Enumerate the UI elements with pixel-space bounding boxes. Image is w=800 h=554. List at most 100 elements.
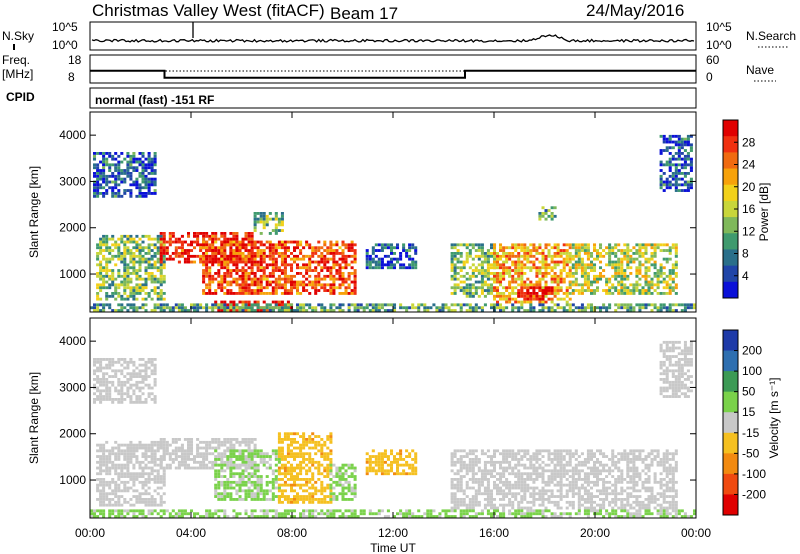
heatmap-cell — [144, 309, 148, 312]
heatmap-cell — [341, 489, 345, 493]
heatmap-cell — [544, 257, 548, 261]
heatmap-cell — [96, 152, 100, 155]
heatmap-cell — [383, 452, 387, 456]
heatmap-cell — [329, 243, 333, 247]
heatmap-cell — [586, 252, 590, 255]
heatmap-cell — [93, 392, 97, 396]
heatmap-cell — [402, 306, 406, 310]
heatmap-cell — [102, 157, 106, 161]
heatmap-cell — [644, 283, 648, 287]
heatmap-cell — [253, 463, 257, 467]
heatmap-cell — [117, 360, 121, 364]
heatmap-cell — [580, 303, 584, 307]
heatmap-cell — [314, 498, 318, 501]
heatmap-cell — [268, 498, 272, 501]
heatmap-cell — [108, 163, 112, 167]
heatmap-cell — [111, 277, 115, 281]
heatmap-cell — [214, 495, 218, 498]
heatmap-cell — [150, 360, 154, 364]
heatmap-cell — [499, 294, 503, 298]
heatmap-cell — [656, 243, 660, 247]
heatmap-cell — [141, 306, 145, 310]
heatmap-cell — [247, 272, 251, 275]
heatmap-cell — [235, 252, 239, 255]
heatmap-cell — [141, 466, 145, 470]
heatmap-cell — [117, 449, 121, 453]
heatmap-cell — [641, 254, 645, 258]
heatmap-cell — [135, 386, 139, 390]
heatmap-cell — [317, 466, 321, 470]
heatmap-cell — [541, 286, 545, 290]
heatmap-cell — [383, 254, 387, 258]
heatmap-cell — [126, 378, 130, 381]
heatmap-cell — [174, 237, 178, 241]
heatmap-cell — [617, 292, 621, 295]
heatmap-cell — [529, 303, 533, 307]
heatmap-cell — [311, 249, 315, 252]
heatmap-cell — [535, 274, 539, 278]
heatmap-cell — [280, 300, 284, 304]
heatmap-cell — [656, 269, 660, 272]
heatmap-cell — [514, 263, 518, 267]
heatmap-cell — [147, 292, 151, 295]
heatmap-cell — [235, 455, 239, 458]
heatmap-cell — [268, 254, 272, 258]
heatmap-cell — [568, 280, 572, 284]
heatmap-cell — [496, 292, 500, 295]
heatmap-cell — [399, 303, 403, 307]
heatmap-cell — [111, 449, 115, 453]
heatmap-cell — [108, 174, 112, 178]
heatmap-cell — [541, 303, 545, 307]
heatmap-cell — [244, 232, 248, 235]
heatmap-cell — [120, 254, 124, 258]
heatmap-cell — [435, 309, 439, 312]
heatmap-cell — [329, 309, 333, 312]
heatmap-cell — [123, 380, 127, 384]
heatmap-cell — [520, 289, 524, 292]
heatmap-cell — [114, 152, 118, 155]
heatmap-cell — [256, 249, 260, 252]
heatmap-cell — [229, 237, 233, 241]
heatmap-cell — [296, 432, 300, 436]
heatmap-cell — [596, 286, 600, 290]
heatmap-cell — [647, 280, 651, 284]
heatmap-cell — [280, 438, 284, 441]
heatmap-cell — [329, 438, 333, 441]
heatmap-cell — [129, 249, 133, 252]
heatmap-cell — [232, 277, 236, 281]
heatmap-cell — [541, 254, 545, 258]
heatmap-cell — [511, 260, 515, 264]
heatmap-cell — [350, 246, 354, 250]
heatmap-cell — [311, 458, 315, 461]
heatmap-cell — [511, 269, 515, 272]
heatmap-cell — [99, 286, 103, 290]
heatmap-cell — [311, 446, 315, 450]
heatmap-cell — [150, 446, 154, 450]
heatmap-cell — [335, 272, 339, 275]
heatmap-cell — [150, 163, 154, 167]
heatmap-cell — [129, 194, 133, 198]
heatmap-cell — [683, 183, 687, 187]
heatmap-cell — [653, 289, 657, 292]
heatmap-cell — [614, 309, 618, 312]
heatmap-cell — [93, 309, 97, 312]
heatmap-cell — [302, 452, 306, 456]
heatmap-cell — [238, 483, 242, 487]
heatmap-cell — [493, 460, 497, 464]
heatmap-cell — [490, 303, 494, 307]
heatmap-cell — [393, 263, 397, 267]
heatmap-cell — [153, 400, 157, 404]
heatmap-cell — [226, 309, 230, 312]
heatmap-cell — [674, 152, 678, 155]
heatmap-cell — [274, 289, 278, 292]
heatmap-cell — [108, 469, 112, 473]
heatmap-cell — [353, 286, 357, 290]
heatmap-cell — [126, 234, 130, 238]
heatmap-cell — [502, 297, 506, 301]
heatmap-cell — [244, 480, 248, 484]
heatmap-cell — [502, 455, 506, 458]
heatmap-cell — [529, 286, 533, 290]
heatmap-cell — [268, 455, 272, 458]
heatmap-cell — [535, 297, 539, 301]
heatmap-cell — [453, 277, 457, 281]
